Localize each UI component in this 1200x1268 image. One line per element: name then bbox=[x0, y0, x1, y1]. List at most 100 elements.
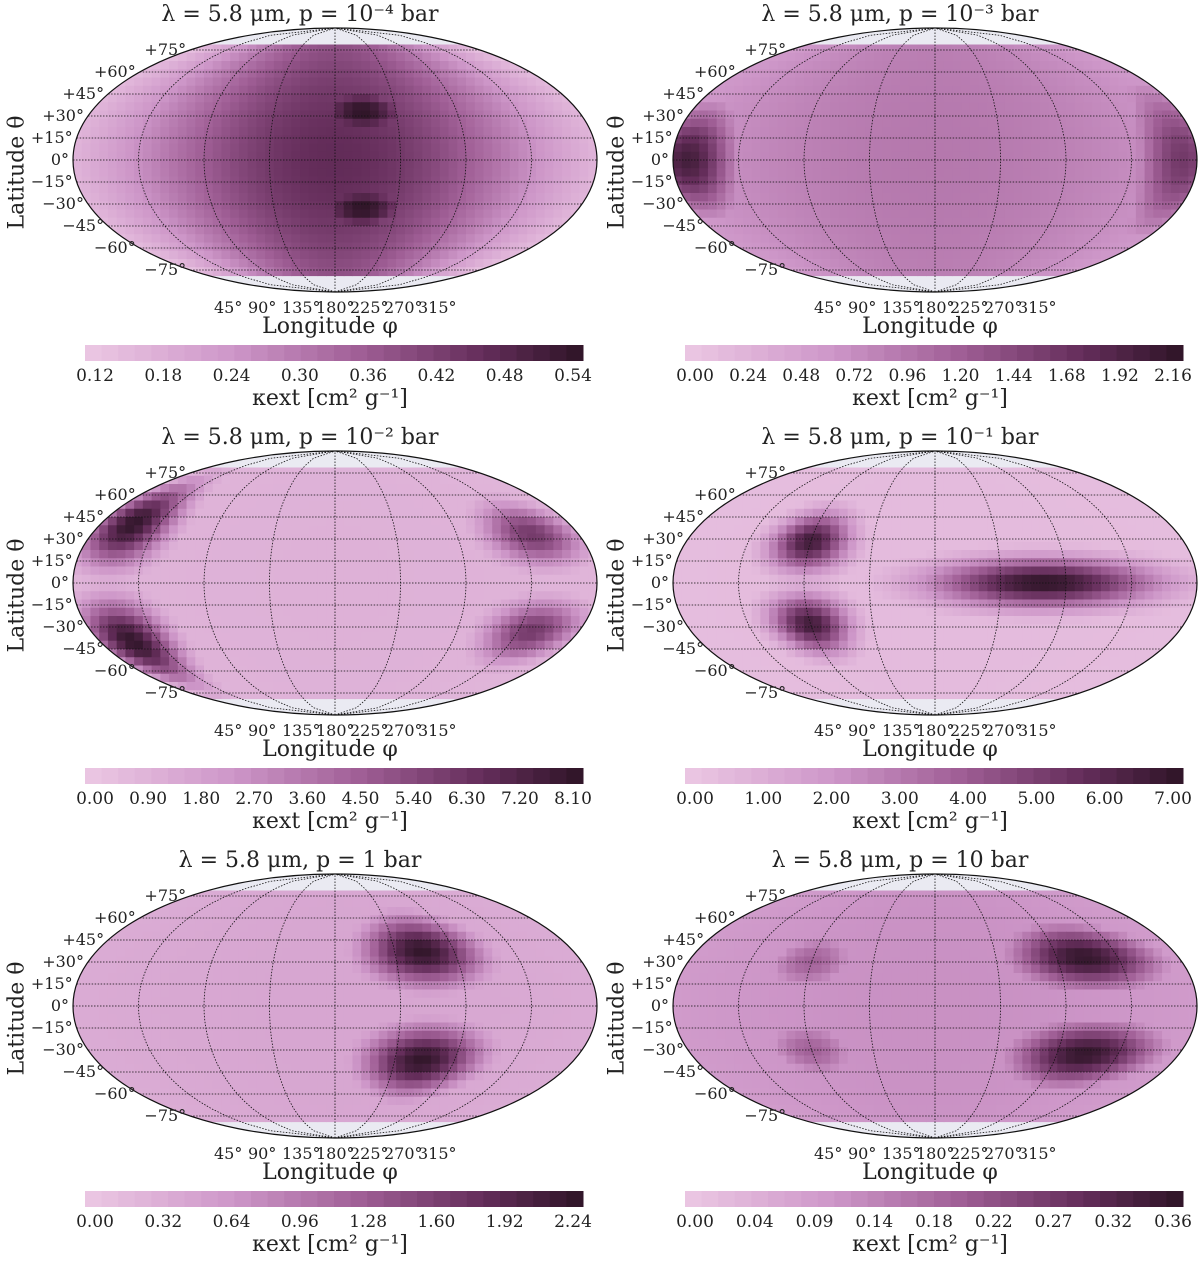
heatmap-cell bbox=[570, 599, 581, 609]
heatmap-cell bbox=[1092, 267, 1102, 277]
heatmap-cell bbox=[230, 500, 240, 510]
heatmap-cell bbox=[1127, 85, 1137, 95]
heatmap-cell bbox=[238, 184, 249, 194]
heatmap-cell bbox=[500, 649, 511, 658]
heatmap-cell bbox=[378, 176, 388, 186]
heatmap-cell bbox=[891, 135, 901, 145]
heatmap-cell bbox=[326, 533, 336, 543]
heatmap-cell bbox=[1109, 184, 1119, 194]
heatmap-cell bbox=[1066, 209, 1076, 219]
heatmap-cell bbox=[169, 649, 179, 658]
heatmap-cell bbox=[273, 508, 284, 518]
heatmap-cell bbox=[221, 657, 231, 667]
heatmap-cell bbox=[352, 508, 362, 518]
heatmap-cell bbox=[413, 467, 423, 477]
heatmap-cell bbox=[483, 69, 493, 79]
heatmap-cell bbox=[500, 168, 511, 178]
heatmap-cell bbox=[90, 201, 100, 211]
heatmap-cell bbox=[562, 541, 572, 551]
heatmap-cell bbox=[804, 102, 814, 112]
heatmap-cell bbox=[492, 574, 502, 584]
heatmap-cell bbox=[707, 267, 718, 277]
heatmap-cell bbox=[396, 193, 406, 202]
heatmap-cell bbox=[326, 110, 336, 120]
heatmap-cell bbox=[265, 184, 275, 194]
heatmap-cell bbox=[579, 52, 589, 62]
heatmap-cell bbox=[335, 184, 345, 194]
heatmap-cell bbox=[160, 118, 170, 128]
heatmap-cell bbox=[535, 475, 546, 485]
heatmap-cell bbox=[291, 193, 301, 202]
heatmap-cell bbox=[195, 168, 205, 178]
heatmap-cell bbox=[570, 492, 581, 502]
heatmap-cell bbox=[212, 242, 223, 252]
heatmap-cell bbox=[1004, 209, 1015, 219]
heatmap-cell bbox=[335, 259, 345, 268]
heatmap-cell bbox=[422, 517, 432, 526]
heatmap-cell bbox=[935, 267, 945, 277]
heatmap-cell bbox=[509, 574, 519, 584]
heatmap-cell bbox=[73, 259, 83, 268]
heatmap-cell bbox=[1039, 151, 1050, 161]
heatmap-cell bbox=[553, 135, 563, 145]
heatmap-cell bbox=[300, 52, 310, 62]
heatmap-cell bbox=[81, 566, 92, 576]
heatmap-cell bbox=[483, 657, 493, 667]
heatmap-cell bbox=[847, 143, 857, 153]
heatmap-cell bbox=[492, 61, 502, 70]
heatmap-cell bbox=[369, 226, 380, 235]
heatmap-cell bbox=[378, 517, 388, 526]
heatmap-cell bbox=[777, 94, 788, 103]
heatmap-cell bbox=[291, 102, 301, 112]
heatmap-cell bbox=[1066, 242, 1076, 252]
heatmap-cell bbox=[760, 77, 770, 87]
heatmap-cell bbox=[926, 52, 936, 62]
heatmap-cell bbox=[570, 259, 581, 268]
heatmap-cell bbox=[221, 649, 231, 658]
heatmap-cell bbox=[882, 160, 892, 169]
heatmap-cell bbox=[431, 52, 441, 62]
heatmap-cell bbox=[142, 550, 153, 559]
colorbar-segment bbox=[1100, 345, 1118, 361]
heatmap-cell bbox=[917, 209, 927, 219]
heatmap-cell bbox=[335, 102, 345, 112]
heatmap-cell bbox=[509, 541, 519, 551]
heatmap-cell bbox=[282, 217, 292, 227]
heatmap-cell bbox=[527, 110, 537, 120]
heatmap-cell bbox=[725, 94, 735, 103]
heatmap-cell bbox=[500, 201, 511, 211]
heatmap-cell bbox=[544, 558, 554, 568]
heatmap-cell bbox=[873, 127, 884, 136]
heatmap-cell bbox=[961, 118, 971, 128]
heatmap-cell bbox=[273, 250, 284, 260]
heatmap-cell bbox=[1118, 176, 1128, 186]
heatmap-cell bbox=[457, 135, 467, 145]
lat-tick-label: +45° bbox=[662, 84, 705, 103]
heatmap-cell bbox=[212, 209, 223, 219]
heatmap-cell bbox=[562, 500, 572, 510]
lat-tick-label: −75° bbox=[744, 260, 787, 279]
heatmap-cell bbox=[142, 85, 153, 95]
heatmap-cell bbox=[588, 558, 597, 568]
heatmap-cell bbox=[81, 599, 92, 609]
heatmap-cell bbox=[978, 127, 988, 136]
heatmap-cell bbox=[247, 665, 257, 675]
heatmap-cell bbox=[786, 143, 796, 153]
heatmap-cell bbox=[562, 525, 572, 535]
heatmap-cell bbox=[256, 632, 266, 642]
heatmap-cell bbox=[282, 657, 292, 667]
heatmap-cell bbox=[1022, 102, 1032, 112]
heatmap-cell bbox=[361, 226, 371, 235]
heatmap-cell bbox=[422, 640, 432, 650]
heatmap-cell bbox=[343, 209, 354, 219]
heatmap-cell bbox=[273, 160, 284, 169]
heatmap-cell bbox=[1057, 143, 1067, 153]
heatmap-cell bbox=[725, 201, 735, 211]
heatmap-cell bbox=[527, 508, 537, 518]
heatmap-cell bbox=[1127, 143, 1137, 153]
heatmap-cell bbox=[1048, 234, 1058, 244]
heatmap-cell bbox=[326, 616, 336, 625]
heatmap-cell bbox=[1004, 242, 1015, 252]
heatmap-cell bbox=[900, 118, 910, 128]
heatmap-cell bbox=[882, 176, 892, 186]
